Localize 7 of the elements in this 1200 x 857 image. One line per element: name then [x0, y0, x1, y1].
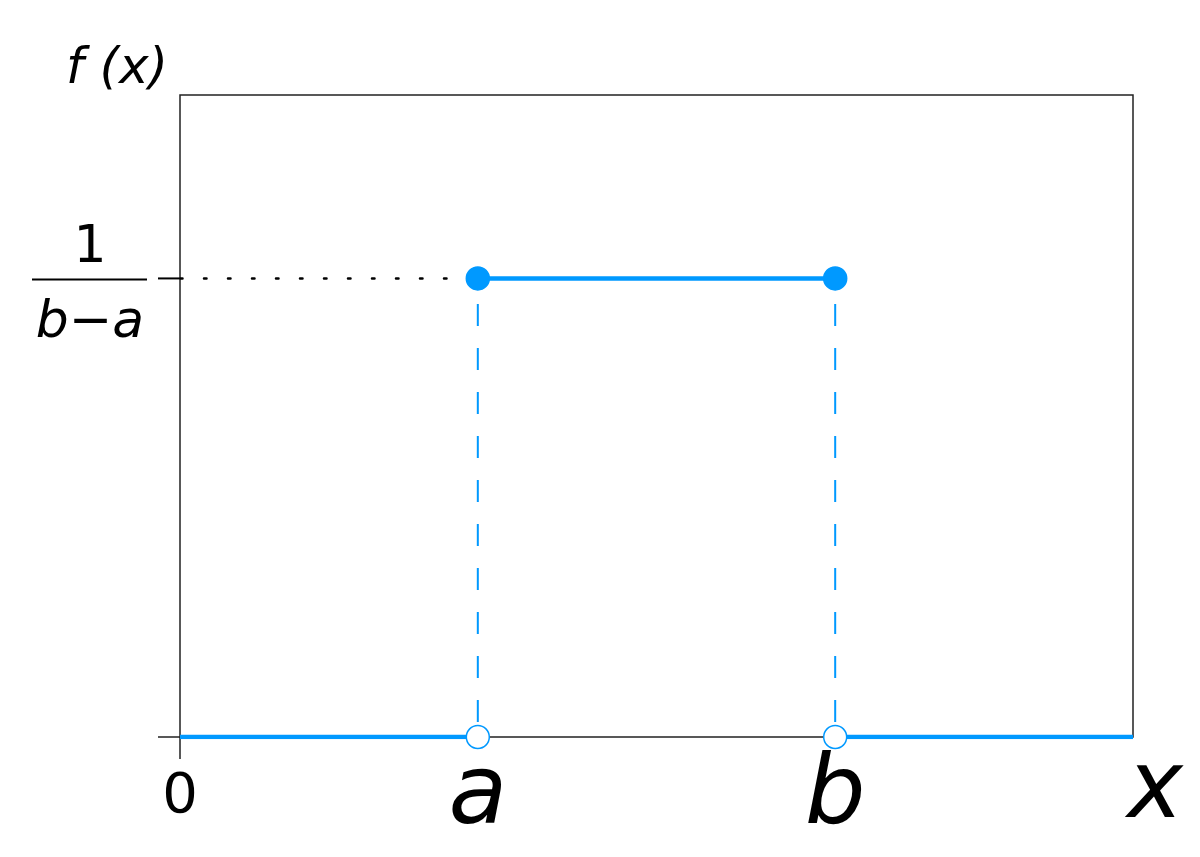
- y-axis-title: f (x): [65, 37, 169, 95]
- x-tick-label: a: [448, 734, 508, 846]
- text: 1: [73, 214, 107, 275]
- text: b−a: [35, 289, 145, 350]
- x-tick-label: 0: [162, 760, 198, 825]
- x-tick-label: b: [804, 734, 866, 846]
- x-axis-title: x: [1124, 730, 1185, 839]
